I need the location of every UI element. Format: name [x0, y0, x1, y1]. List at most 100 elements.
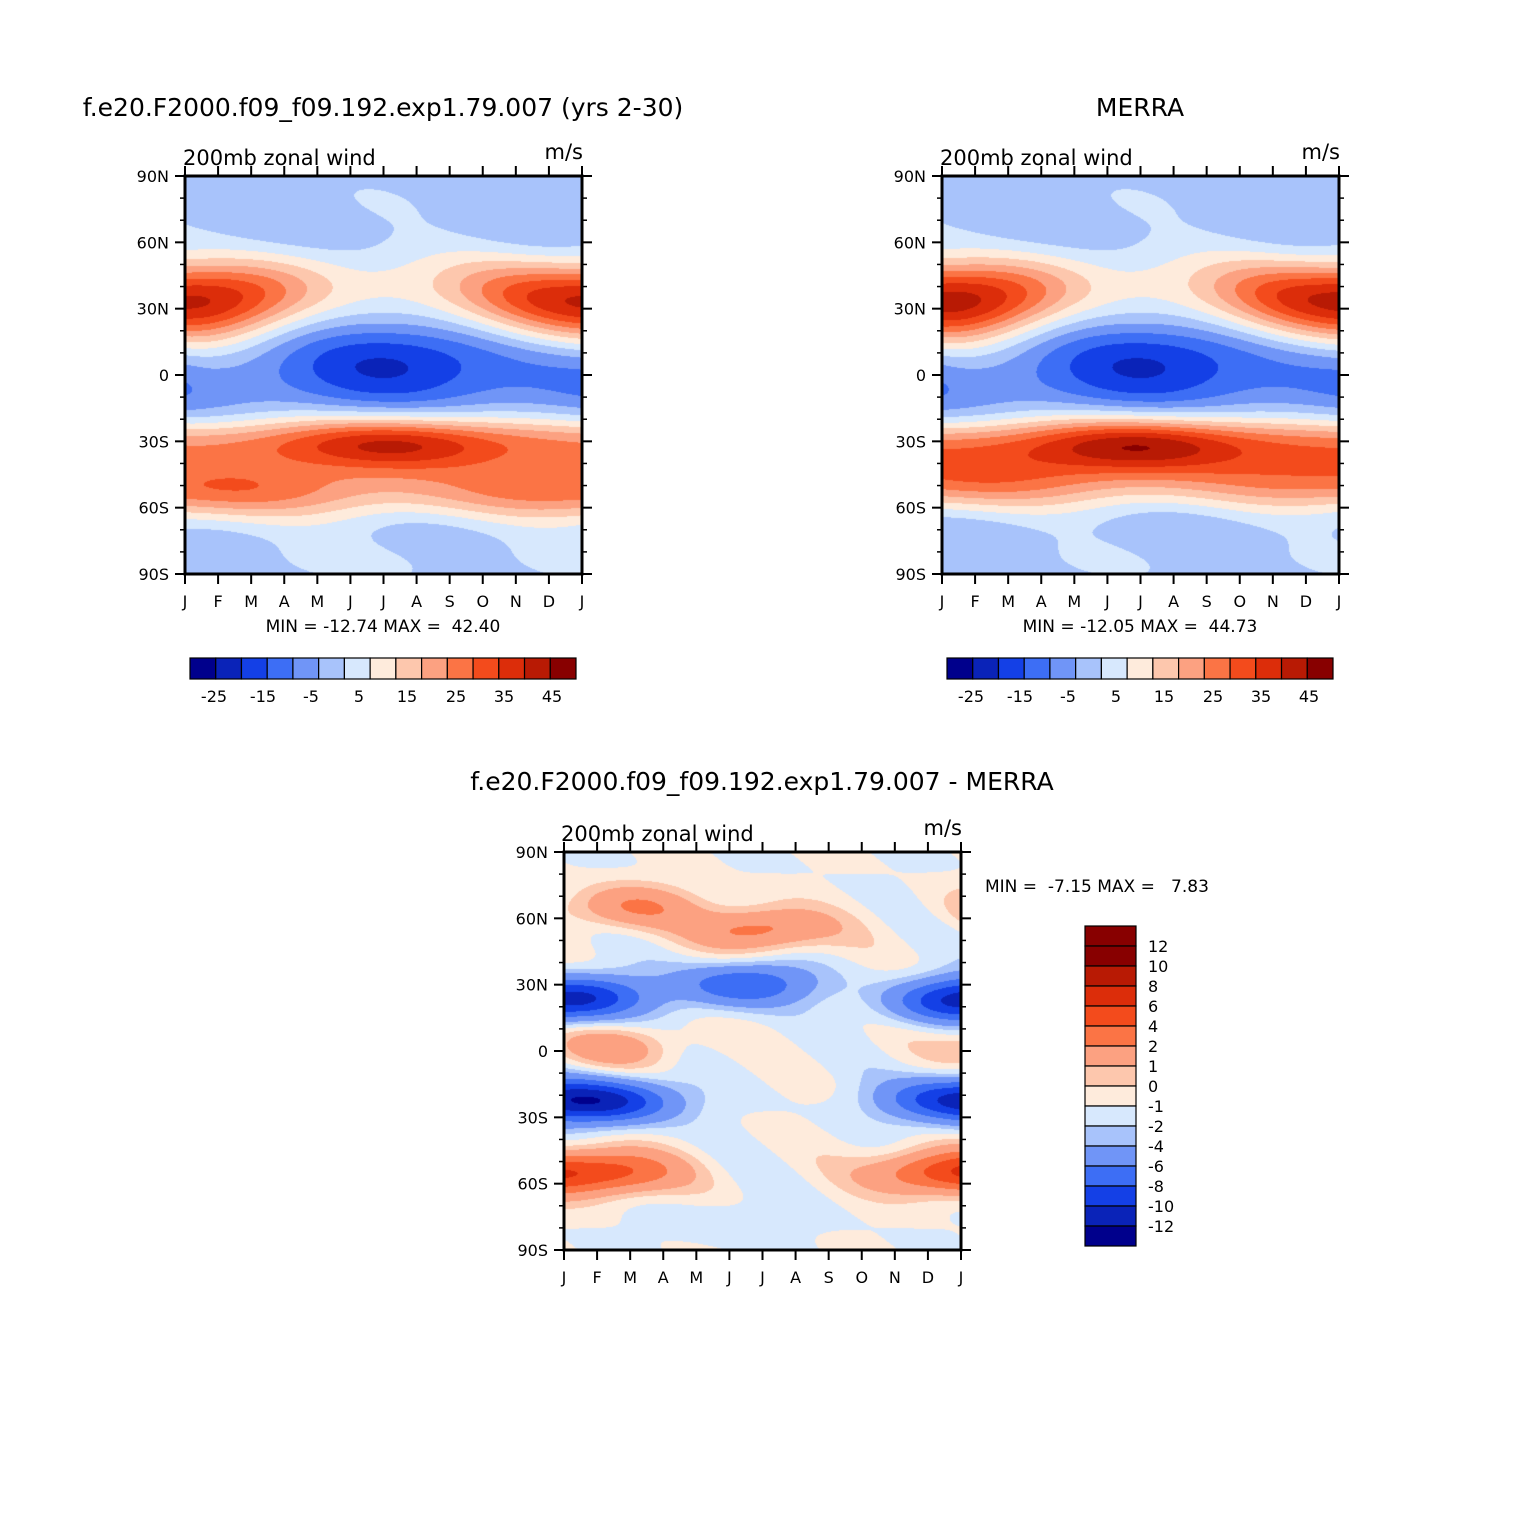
- x-tick-label: M: [244, 592, 258, 611]
- x-tick-label: J: [759, 1268, 765, 1287]
- colorbar-label: 6: [1148, 997, 1158, 1016]
- colorbar-swatch: [1084, 985, 1137, 1007]
- colorbar-label: -5: [303, 687, 319, 706]
- y-tick-label: 90N: [137, 167, 169, 186]
- colorbar-label: -10: [1148, 1197, 1174, 1216]
- y-tick-label: 60N: [516, 909, 548, 928]
- panel-title: f.e20.F2000.f09_f09.192.exp1.79.007 - ME…: [470, 767, 1053, 796]
- colorbar: [946, 657, 1334, 680]
- x-tick-label: A: [1036, 592, 1047, 611]
- y-tick-label: 60S: [895, 499, 926, 518]
- colorbar-swatch: [1084, 1105, 1137, 1127]
- x-tick-label: M: [1067, 592, 1081, 611]
- x-tick-label: F: [213, 592, 222, 611]
- panel-model: f.e20.F2000.f09_f09.192.exp1.79.007 (yrs…: [83, 93, 684, 706]
- colorbar-labels: -25 -15 -5 5 15 25 35 45: [201, 687, 562, 706]
- colorbar-label: -15: [1007, 687, 1033, 706]
- colorbar-label: 10: [1148, 957, 1168, 976]
- colorbar-swatch: [997, 657, 1025, 680]
- x-tick-label: J: [380, 592, 386, 611]
- colorbar-swatch: [446, 657, 474, 680]
- y-tick-label: 90S: [895, 565, 926, 584]
- colorbar-label: -5: [1060, 687, 1076, 706]
- colorbar-swatch: [369, 657, 397, 680]
- colorbar-swatch: [395, 657, 423, 680]
- y-tick-label: 30S: [517, 1108, 548, 1127]
- x-tick-label: D: [543, 592, 555, 611]
- colorbar-label: -25: [958, 687, 984, 706]
- colorbar-swatch: [1084, 1025, 1137, 1047]
- y-tick-label: 90N: [894, 167, 926, 186]
- colorbar-label: 35: [494, 687, 514, 706]
- colorbar-swatch: [523, 657, 551, 680]
- colorbar-label: 35: [1251, 687, 1271, 706]
- x-tick-label: D: [922, 1268, 934, 1287]
- colorbar-label: -6: [1148, 1157, 1164, 1176]
- colorbar-swatch: [1152, 657, 1180, 680]
- colorbar: [189, 657, 577, 680]
- colorbar-label: -2: [1148, 1117, 1164, 1136]
- colorbar-label: -4: [1148, 1137, 1164, 1156]
- x-tick-label: N: [510, 592, 522, 611]
- x-tick-label: J: [726, 1268, 732, 1287]
- colorbar-swatch: [1049, 657, 1077, 680]
- colorbar-swatch: [946, 657, 974, 680]
- x-tick-label: J: [579, 592, 585, 611]
- x-tick-label: N: [889, 1268, 901, 1287]
- y-tick-label: 90S: [517, 1241, 548, 1260]
- y-tick-label: 60S: [138, 499, 169, 518]
- x-tick-label: J: [939, 592, 945, 611]
- x-tick-label: A: [411, 592, 422, 611]
- colorbar-label: -25: [201, 687, 227, 706]
- y-tick-label: 60N: [137, 233, 169, 252]
- x-tick-label: A: [279, 592, 290, 611]
- colorbar-swatch: [1084, 1185, 1137, 1207]
- colorbar-label: 45: [542, 687, 562, 706]
- y-tick-label: 30S: [895, 432, 926, 451]
- colorbar-swatch: [421, 657, 448, 680]
- colorbar-swatch: [1084, 1065, 1137, 1087]
- x-tick-label: M: [689, 1268, 703, 1287]
- x-tick-label: S: [824, 1268, 834, 1287]
- colorbar-swatch: [266, 657, 294, 680]
- colorbar: [1084, 925, 1137, 1247]
- colorbar-labels: 12 10 8 6 4 2 1 0 -1 -2 -4 -6 -8 -10 -12: [1148, 937, 1174, 1236]
- x-tick-label: J: [561, 1268, 567, 1287]
- colorbar-label: 4: [1148, 1017, 1158, 1036]
- colorbar-swatch: [1126, 657, 1154, 680]
- x-tick-label: O: [476, 592, 489, 611]
- colorbar-swatch: [1084, 1085, 1137, 1107]
- x-tick-label: J: [1104, 592, 1110, 611]
- x-tick-label: M: [310, 592, 324, 611]
- plot-axes: J F M A M J J A S O N D J 90N 60N 30N 0 30S 60S 90S: [894, 166, 1349, 611]
- colorbar-swatch: [1177, 657, 1205, 680]
- y-tick-label: 0: [159, 366, 169, 385]
- x-tick-label: S: [445, 592, 455, 611]
- y-tick-label: 60N: [894, 233, 926, 252]
- x-tick-label: D: [1300, 592, 1312, 611]
- min-max-stats: MIN = -12.74 MAX = 42.40: [266, 617, 501, 637]
- contour-field: [564, 852, 961, 1250]
- colorbar-swatch: [1084, 1045, 1137, 1067]
- y-tick-label: 90S: [138, 565, 169, 584]
- x-tick-label: A: [790, 1268, 801, 1287]
- plot-axes: J F M A M J J A S O N D J 90N 60N 30N 0 30S 60S 90S: [137, 166, 592, 611]
- x-tick-label: J: [1336, 592, 1342, 611]
- x-tick-label: J: [182, 592, 188, 611]
- colorbar-swatch: [1203, 657, 1231, 680]
- colorbar-swatch: [498, 657, 526, 680]
- colorbar-swatch: [549, 657, 577, 680]
- colorbar-swatch: [1084, 945, 1137, 967]
- colorbar-label: 0: [1148, 1077, 1158, 1096]
- colorbar-label: 45: [1299, 687, 1319, 706]
- y-tick-label: 0: [916, 366, 926, 385]
- units-label: m/s: [924, 816, 962, 840]
- x-tick-label: A: [1168, 592, 1179, 611]
- colorbar-label: 1: [1148, 1057, 1158, 1076]
- colorbar-swatch: [1075, 657, 1102, 680]
- min-max-stats: MIN = -12.05 MAX = 44.73: [1023, 617, 1258, 637]
- colorbar-label: -8: [1148, 1177, 1164, 1196]
- colorbar-swatch: [1100, 657, 1128, 680]
